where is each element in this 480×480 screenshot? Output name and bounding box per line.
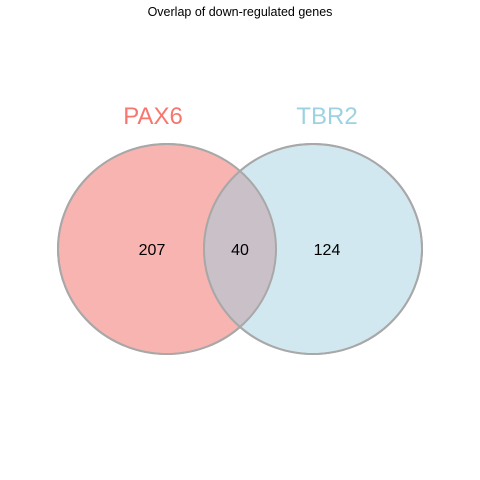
overlap-region	[204, 144, 276, 354]
pax6-circle-outline	[57, 143, 277, 355]
tbr2-circle-outline	[203, 143, 423, 355]
pax6-only-count: 207	[139, 242, 166, 259]
diagram-title: Overlap of down-regulated genes	[148, 5, 333, 19]
pax6-label: PAX6	[123, 103, 183, 130]
overlap-count: 40	[231, 242, 249, 259]
tbr2-only-count: 124	[314, 242, 341, 259]
tbr2-label: TBR2	[296, 103, 357, 130]
